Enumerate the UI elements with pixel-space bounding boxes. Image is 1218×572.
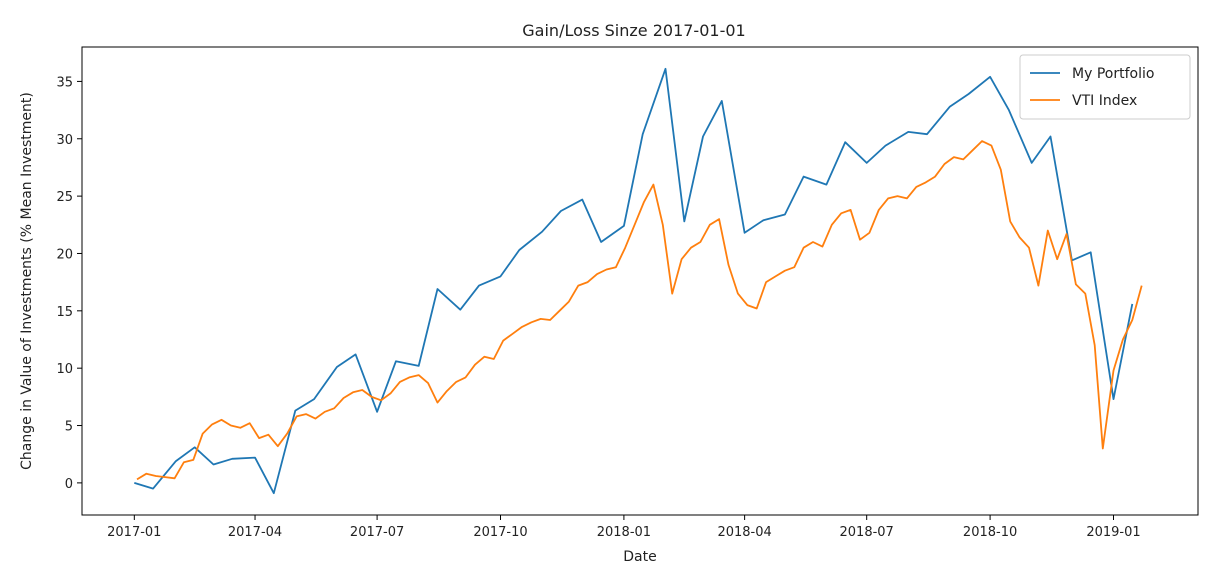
y-axis-label: Change in Value of Investments (% Mean I… [19,92,35,470]
legend-box [1019,54,1191,120]
chart-title: Gain/Loss Sinze 2017-01-01 [522,21,745,40]
x-tick-label-5: 2018-04 [717,525,771,540]
x-tick-label-0: 2017-01 [107,525,161,540]
x-tick-label-7: 2018-10 [963,525,1017,540]
legend-label-1: VTI Index [1072,93,1137,109]
x-tick-label-6: 2018-07 [840,525,894,540]
y-tick-label-3: 15 [56,305,73,320]
y-tick-label-0: 0 [65,477,73,492]
series-layer [134,67,1143,495]
y-tick-label-5: 25 [56,190,73,205]
x-tick-label-2: 2017-07 [350,525,404,540]
y-tick-label-4: 20 [56,247,73,262]
x-axis-label: Date [623,549,656,565]
series-line-1 [136,140,1143,481]
x-tick-label-4: 2018-01 [597,525,651,540]
x-tick-label-3: 2017-10 [473,525,527,540]
x-tick-label-8: 2019-01 [1086,525,1140,540]
legend-label-0: My Portfolio [1072,66,1154,82]
y-tick-label-7: 35 [56,75,73,90]
y-tick-label-6: 30 [56,133,73,148]
plot-area-frame [81,46,1199,516]
y-axis: 0 5 10 15 20 25 30 35 [56,75,82,492]
x-tick-label-1: 2017-04 [228,525,282,540]
y-tick-label-2: 10 [56,362,73,377]
legend: My Portfolio VTI Index [1019,54,1191,120]
y-tick-label-1: 5 [65,420,73,435]
series-line-0 [134,67,1134,495]
x-axis: 2017-01 2017-04 2017-07 2017-10 2018-01 2018-… [107,515,1141,540]
